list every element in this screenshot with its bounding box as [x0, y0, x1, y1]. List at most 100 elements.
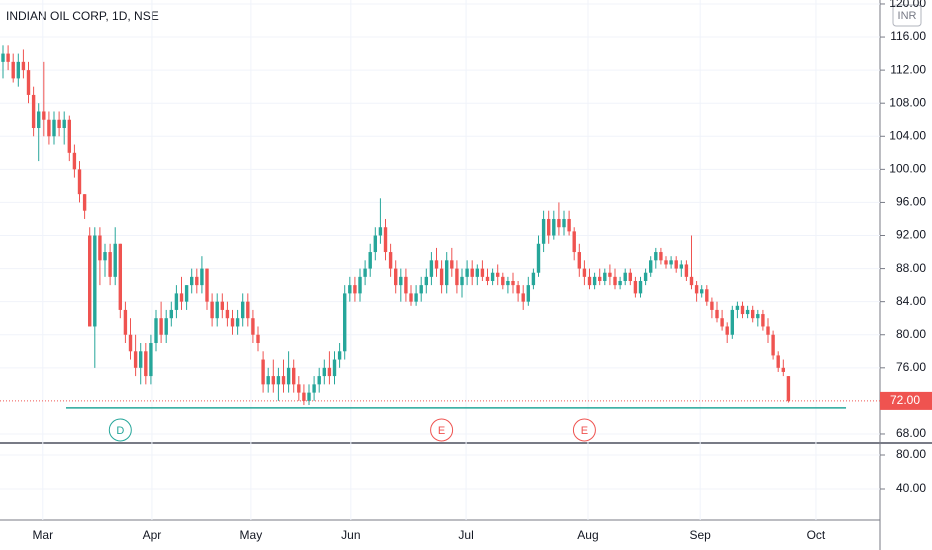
x-tick-label: Apr [143, 528, 162, 542]
y-tick-label: 96.00 [896, 195, 926, 209]
candle-body [445, 260, 449, 286]
candle-body [434, 260, 439, 269]
candle-body [281, 376, 286, 385]
candle-body [82, 194, 87, 211]
candle-body [511, 280, 515, 286]
candle-body [322, 367, 327, 377]
candle-body [587, 276, 592, 286]
candle-body [164, 318, 168, 335]
candle-body [271, 376, 276, 385]
candle-body [700, 289, 704, 294]
candle-body [215, 301, 219, 319]
candle-body [603, 272, 607, 281]
lower-tick-label: 80.00 [896, 447, 926, 461]
candle-body [103, 252, 107, 261]
candle-body [47, 119, 51, 137]
candle-body [261, 359, 265, 385]
candle-body [618, 280, 622, 286]
candle-body [276, 376, 281, 385]
candle-body [88, 235, 92, 327]
candle-body [531, 272, 536, 286]
candle-body [128, 334, 133, 352]
candle-body [108, 252, 112, 277]
candle-body [98, 235, 102, 261]
candle-body [31, 94, 36, 129]
candle-body [776, 355, 780, 368]
candle-body [633, 280, 638, 294]
candle-body [475, 268, 480, 277]
candle-body [480, 268, 485, 277]
candle-body [674, 260, 678, 269]
candle-body [317, 376, 321, 385]
candle-body [419, 285, 423, 294]
candle-body [358, 276, 362, 294]
x-tick-label: Oct [807, 528, 826, 542]
candle-body [562, 218, 566, 228]
candle-body [72, 152, 77, 170]
y-tick-label: 104.00 [889, 128, 926, 142]
chart-title: INDIAN OIL CORP, 1D, NSE [6, 9, 159, 23]
candle-body [465, 268, 469, 277]
candle-body [547, 218, 551, 236]
candle-body [67, 119, 72, 153]
candle-body [26, 70, 31, 95]
currency-label[interactable]: INR [898, 10, 917, 22]
candle-body [740, 305, 745, 315]
event-marker [572, 418, 596, 442]
event-marker [430, 418, 454, 442]
candle-body [190, 276, 194, 286]
candle-body [628, 272, 633, 281]
candle-body [506, 280, 510, 286]
candle-body [210, 301, 214, 319]
candle-body [684, 264, 689, 277]
candle-body [16, 61, 21, 79]
candle-body [307, 392, 311, 401]
candle-body [149, 343, 153, 377]
candle-body [567, 218, 571, 232]
x-tick-label: May [240, 528, 263, 542]
candle-body [93, 235, 97, 327]
candle-body [761, 314, 765, 327]
candle-body [399, 276, 403, 286]
candle-body [424, 276, 429, 286]
candle-body [378, 227, 383, 236]
candle-body [225, 309, 230, 319]
event-marker [108, 418, 132, 442]
candle-body [52, 119, 56, 137]
candle-body [751, 309, 755, 319]
x-tick-label: Mar [32, 528, 53, 542]
candle-body [455, 268, 459, 286]
candle-body [679, 264, 684, 269]
candle-body [664, 260, 668, 265]
candle-body [470, 268, 474, 277]
candle-body [297, 384, 301, 393]
currency-box[interactable] [892, 4, 922, 27]
candle-body [659, 252, 663, 261]
candle-body [363, 268, 367, 277]
candle-body [710, 301, 714, 310]
candle-body [394, 268, 398, 286]
x-tick-label: Aug [577, 528, 598, 542]
y-tick-label: 92.00 [896, 228, 926, 242]
event-label: D [116, 425, 124, 437]
candle-body [230, 318, 235, 327]
candle-body [256, 334, 260, 344]
candle-body [200, 268, 204, 286]
x-tick-label: Jun [341, 528, 360, 542]
candle-body [220, 301, 225, 310]
candle-body [77, 169, 82, 195]
candle-body [414, 293, 418, 302]
x-tick-label: Jul [458, 528, 473, 542]
y-tick-label: 120.00 [889, 0, 926, 10]
candle-body [613, 276, 617, 286]
candle-body [11, 61, 15, 79]
y-tick-label: 76.00 [896, 360, 926, 374]
y-tick-label: 112.00 [890, 62, 926, 76]
candle-body [337, 351, 342, 360]
candle-body [756, 314, 760, 319]
candle-body [689, 276, 694, 286]
candle-body [154, 318, 158, 344]
candle-body [332, 359, 337, 377]
candle-body [490, 272, 495, 281]
